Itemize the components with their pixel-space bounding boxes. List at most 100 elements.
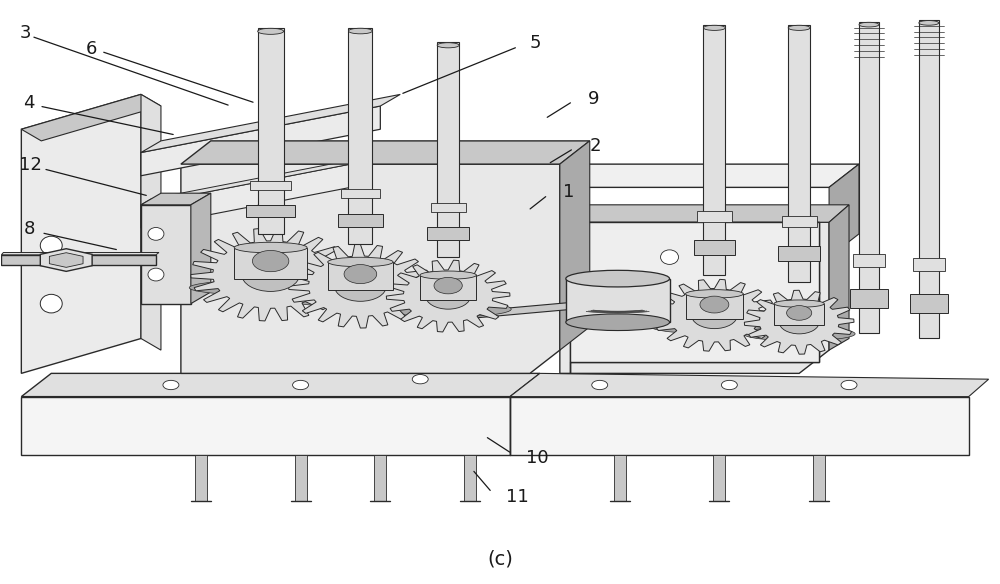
Text: 2: 2: [590, 137, 601, 155]
Ellipse shape: [385, 301, 511, 317]
Bar: [782, 216, 817, 227]
Bar: [910, 294, 948, 313]
Text: 10: 10: [526, 449, 549, 467]
Circle shape: [252, 251, 289, 272]
Circle shape: [841, 380, 857, 390]
Circle shape: [334, 271, 386, 301]
Polygon shape: [510, 373, 989, 397]
Circle shape: [163, 380, 179, 390]
Bar: [913, 258, 945, 271]
Text: 6: 6: [86, 40, 98, 58]
Bar: [338, 214, 383, 227]
Polygon shape: [289, 244, 432, 328]
Text: 12: 12: [19, 157, 42, 174]
Polygon shape: [570, 223, 819, 373]
Ellipse shape: [566, 314, 670, 331]
Ellipse shape: [651, 320, 777, 334]
Polygon shape: [713, 455, 725, 501]
Polygon shape: [440, 164, 859, 187]
Ellipse shape: [40, 294, 62, 313]
Text: (c): (c): [487, 550, 513, 569]
Circle shape: [691, 302, 737, 329]
Ellipse shape: [703, 25, 725, 30]
Bar: [703, 25, 725, 274]
Polygon shape: [195, 455, 207, 501]
Polygon shape: [813, 455, 825, 501]
Polygon shape: [510, 397, 969, 455]
Bar: [234, 248, 307, 279]
Polygon shape: [141, 106, 380, 176]
Bar: [250, 182, 291, 190]
Bar: [341, 189, 380, 199]
Ellipse shape: [621, 285, 639, 299]
Bar: [788, 25, 810, 281]
Bar: [427, 227, 469, 240]
Polygon shape: [464, 455, 476, 501]
Ellipse shape: [566, 270, 670, 287]
Polygon shape: [744, 290, 854, 354]
Circle shape: [779, 311, 819, 334]
Polygon shape: [21, 373, 540, 397]
Bar: [778, 245, 820, 261]
Text: 5: 5: [530, 34, 541, 52]
Circle shape: [426, 283, 471, 309]
Circle shape: [434, 277, 462, 294]
Circle shape: [344, 265, 377, 284]
Text: 8: 8: [23, 220, 35, 238]
Polygon shape: [21, 397, 510, 455]
Bar: [420, 275, 476, 300]
Polygon shape: [440, 164, 470, 257]
Polygon shape: [21, 95, 141, 373]
Polygon shape: [570, 223, 819, 361]
Ellipse shape: [774, 300, 824, 307]
Polygon shape: [560, 141, 590, 350]
Bar: [437, 42, 459, 257]
Polygon shape: [374, 455, 386, 501]
Circle shape: [592, 380, 608, 390]
Polygon shape: [191, 193, 211, 304]
Bar: [850, 289, 888, 308]
Polygon shape: [191, 228, 350, 321]
Polygon shape: [1, 252, 159, 255]
Ellipse shape: [148, 268, 164, 281]
Bar: [258, 27, 284, 234]
Polygon shape: [141, 95, 161, 350]
Polygon shape: [614, 455, 626, 501]
Bar: [246, 205, 295, 217]
Bar: [431, 203, 466, 211]
Bar: [774, 304, 824, 325]
Ellipse shape: [287, 291, 434, 307]
Polygon shape: [141, 164, 350, 228]
Ellipse shape: [234, 242, 307, 253]
Polygon shape: [295, 455, 307, 501]
Ellipse shape: [258, 28, 284, 34]
Circle shape: [293, 380, 309, 390]
Ellipse shape: [686, 290, 743, 298]
Polygon shape: [49, 253, 83, 267]
Polygon shape: [141, 158, 360, 205]
Polygon shape: [566, 279, 670, 322]
Ellipse shape: [919, 20, 939, 25]
Ellipse shape: [420, 271, 476, 279]
Polygon shape: [141, 205, 191, 304]
Ellipse shape: [40, 236, 62, 255]
Bar: [328, 262, 393, 290]
Ellipse shape: [661, 250, 679, 265]
Polygon shape: [653, 279, 776, 351]
Circle shape: [412, 374, 428, 384]
Circle shape: [242, 258, 300, 291]
Bar: [919, 20, 939, 339]
Polygon shape: [181, 141, 590, 164]
Ellipse shape: [328, 257, 393, 267]
Polygon shape: [829, 164, 859, 257]
Polygon shape: [560, 205, 849, 223]
Ellipse shape: [189, 280, 352, 296]
Polygon shape: [181, 164, 560, 373]
Bar: [853, 253, 885, 267]
Polygon shape: [1, 255, 156, 265]
Polygon shape: [40, 249, 92, 272]
Ellipse shape: [743, 327, 855, 341]
Circle shape: [721, 380, 737, 390]
Ellipse shape: [859, 22, 879, 27]
Polygon shape: [440, 299, 610, 321]
